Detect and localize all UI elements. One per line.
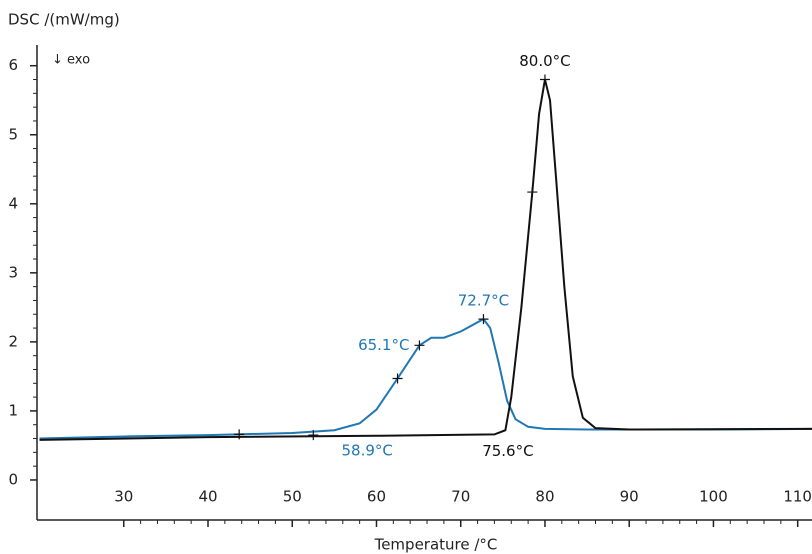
y-tick-label: 1 <box>8 401 18 419</box>
y-tick-label: 2 <box>8 332 18 350</box>
cross-marker <box>539 74 550 85</box>
x-tick-label: 90 <box>620 488 639 506</box>
x-tick-label: 40 <box>198 488 217 506</box>
dsc-curve <box>39 317 812 440</box>
y-tick-label: 5 <box>8 125 18 143</box>
x-tick-label: 50 <box>283 488 302 506</box>
dsc-curve <box>39 79 812 441</box>
cross-marker <box>414 340 425 351</box>
x-tick-label: 110 <box>783 488 812 506</box>
peak-annotation: 65.1°C <box>358 336 409 354</box>
y-tick-label: 4 <box>8 194 18 212</box>
peak-annotation: 80.0°C <box>519 52 570 70</box>
peak-annotation: 72.7°C <box>458 292 509 310</box>
x-tick-label: 30 <box>114 488 133 506</box>
x-tick-label: 70 <box>451 488 470 506</box>
cross-marker <box>392 373 403 384</box>
x-tick-label: 80 <box>535 488 554 506</box>
peak-annotation: 58.9°C <box>342 442 393 460</box>
cross-marker <box>527 187 538 198</box>
cross-marker <box>308 430 319 441</box>
y-tick-label: 3 <box>8 263 18 281</box>
y-tick-label: 0 <box>8 470 18 488</box>
x-tick-label: 60 <box>367 488 386 506</box>
cross-marker <box>234 429 245 440</box>
x-axis-label: Temperature /°C <box>374 536 498 554</box>
direction-note: ↓ exo <box>52 53 90 68</box>
cross-marker <box>478 314 489 325</box>
y-axis-label: DSC /(mW/mg) <box>8 11 120 29</box>
y-tick-label: 6 <box>8 56 18 74</box>
peak-annotation: 75.6°C <box>482 442 533 460</box>
x-tick-label: 100 <box>699 488 728 506</box>
